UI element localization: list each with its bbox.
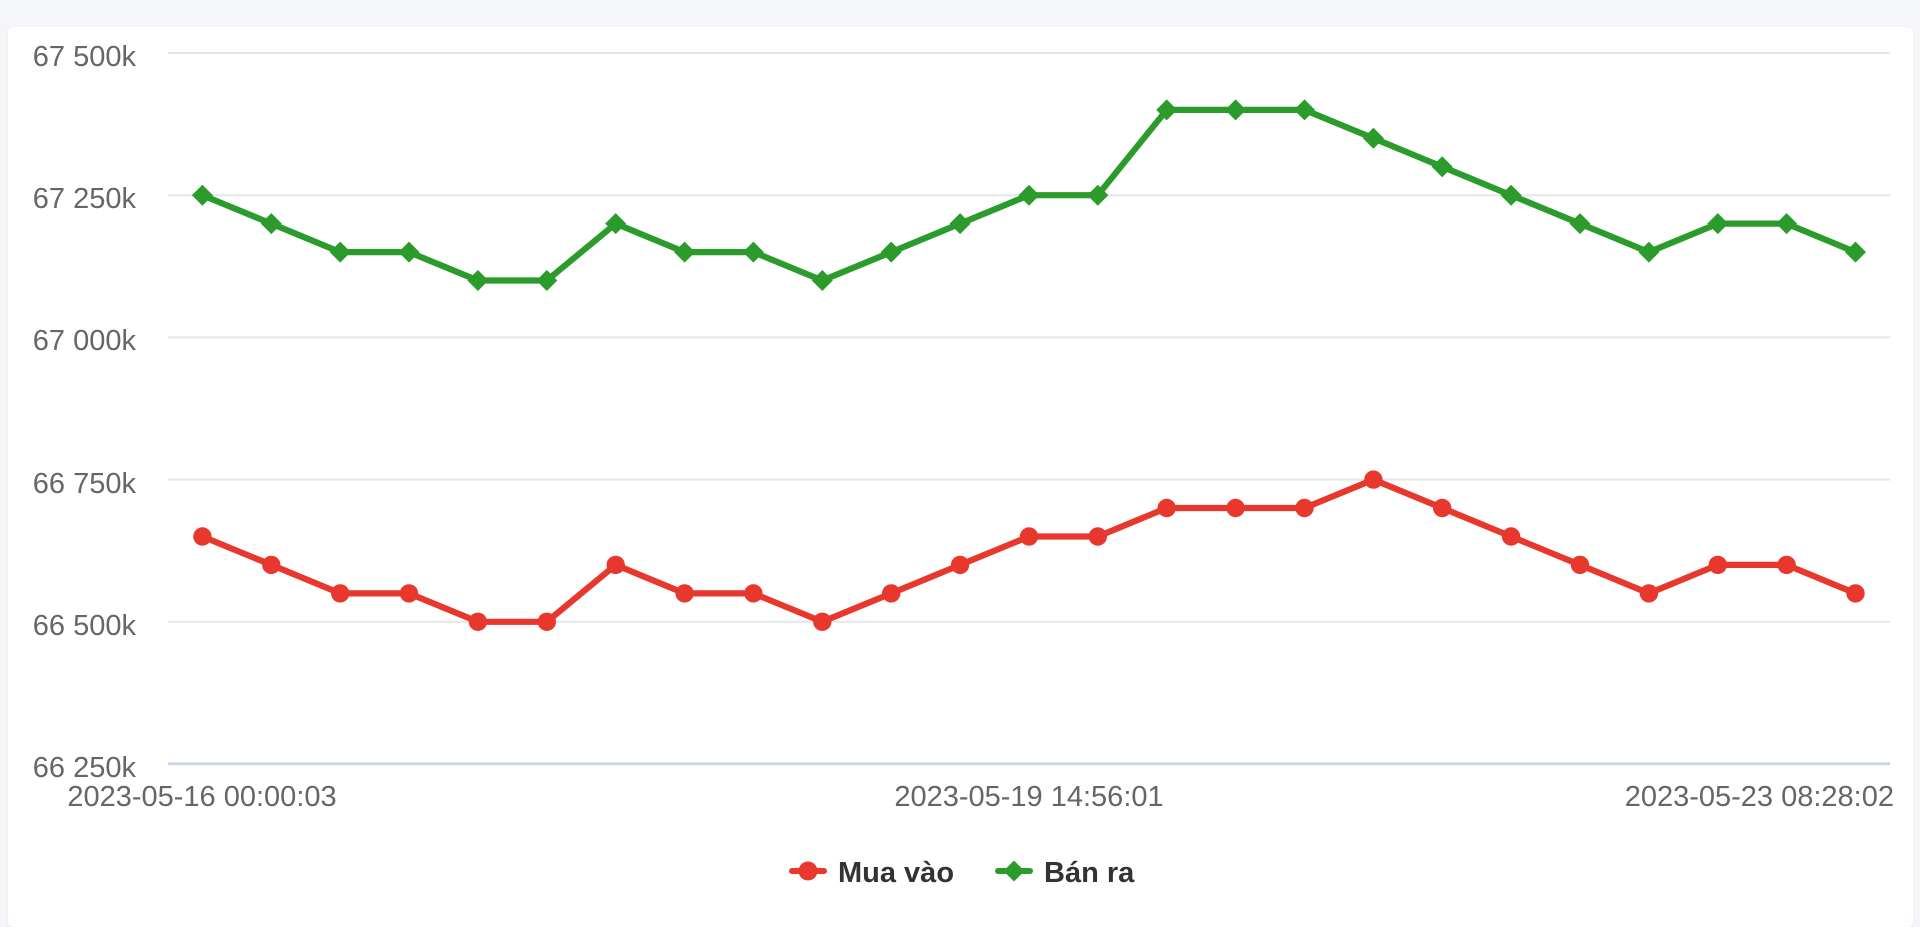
svg-text:2023-05-19 14:56:01: 2023-05-19 14:56:01	[894, 781, 1163, 813]
svg-text:66 750k: 66 750k	[33, 468, 137, 500]
svg-text:Mua vào: Mua vào	[838, 857, 954, 889]
svg-text:67 500k: 67 500k	[33, 41, 137, 73]
svg-text:66 250k: 66 250k	[33, 752, 137, 784]
svg-text:66 500k: 66 500k	[33, 610, 137, 642]
svg-text:67 250k: 67 250k	[33, 183, 137, 215]
svg-text:Bán ra: Bán ra	[1044, 857, 1135, 889]
svg-text:2023-05-23 08:28:02: 2023-05-23 08:28:02	[1625, 781, 1894, 813]
svg-text:2023-05-16 00:00:03: 2023-05-16 00:00:03	[67, 781, 336, 813]
svg-text:67 000k: 67 000k	[33, 325, 137, 357]
